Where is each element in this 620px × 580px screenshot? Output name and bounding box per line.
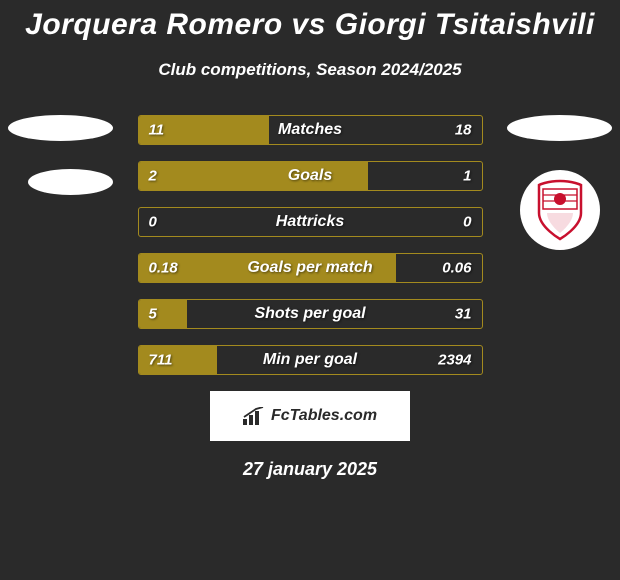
stat-value-left: 2 <box>149 168 157 185</box>
stat-row: 2 Goals 1 <box>138 161 483 191</box>
subtitle: Club competitions, Season 2024/2025 <box>0 60 620 80</box>
stat-value-left: 5 <box>149 306 157 323</box>
stat-value-right: 18 <box>455 122 472 139</box>
stat-row: 0.18 Goals per match 0.06 <box>138 253 483 283</box>
stat-value-left: 0.18 <box>149 260 178 277</box>
stat-label: Matches <box>278 121 342 139</box>
stat-bars: 11 Matches 18 2 Goals 1 0 Hattricks 0 0.18 Goals p… <box>138 115 483 375</box>
stat-row: 711 Min per goal 2394 <box>138 345 483 375</box>
player-left-badge-2 <box>28 169 113 195</box>
stat-row: 5 Shots per goal 31 <box>138 299 483 329</box>
club-crest-icon <box>535 179 585 241</box>
source-text: FcTables.com <box>271 407 377 425</box>
bar-fill-left <box>139 162 369 190</box>
stat-value-right: 1 <box>463 168 471 185</box>
stat-value-right: 0 <box>463 214 471 231</box>
bar-fill-left <box>139 300 187 328</box>
source-badge: FcTables.com <box>210 391 410 441</box>
stat-row: 0 Hattricks 0 <box>138 207 483 237</box>
stat-label: Goals per match <box>247 259 372 277</box>
stat-value-right: 31 <box>455 306 472 323</box>
page-title: Jorquera Romero vs Giorgi Tsitaishvili <box>0 0 620 42</box>
stat-label: Min per goal <box>263 351 357 369</box>
date-text: 27 january 2025 <box>0 459 620 480</box>
club-logo-right <box>520 170 600 250</box>
stat-value-right: 2394 <box>438 352 471 369</box>
stat-value-left: 711 <box>149 352 173 369</box>
comparison-panel: 11 Matches 18 2 Goals 1 0 Hattricks 0 0.18 Goals p… <box>0 115 620 375</box>
player-left-badge-1 <box>8 115 113 141</box>
stat-label: Shots per goal <box>254 305 365 323</box>
stat-label: Goals <box>288 167 332 185</box>
chart-icon <box>243 407 265 425</box>
stat-label: Hattricks <box>276 213 344 231</box>
stat-value-right: 0.06 <box>442 260 471 277</box>
stat-row: 11 Matches 18 <box>138 115 483 145</box>
stat-value-left: 0 <box>149 214 157 231</box>
stat-value-left: 11 <box>149 122 165 139</box>
player-right-badge <box>507 115 612 141</box>
